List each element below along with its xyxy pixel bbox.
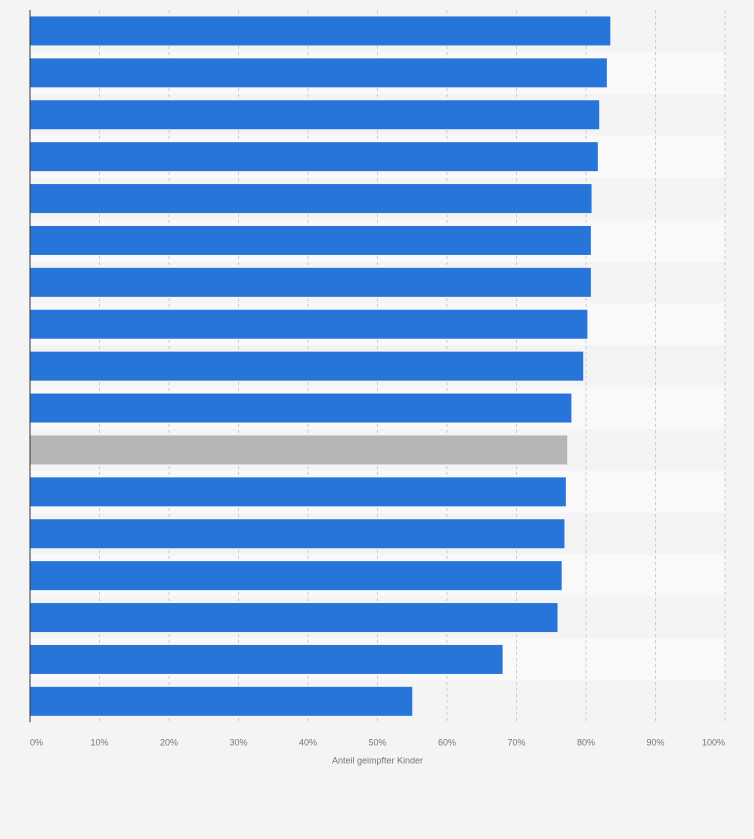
bar: [30, 477, 566, 507]
x-tick-label: 60%: [438, 737, 456, 747]
bar: [30, 58, 607, 88]
bars: [30, 16, 611, 716]
x-tick-label: 30%: [229, 737, 247, 747]
bar: [30, 184, 592, 214]
bar: [30, 100, 600, 130]
x-tick-label: 90%: [646, 737, 664, 747]
bar: [30, 603, 558, 633]
bar: [30, 225, 591, 255]
x-tick-label: 70%: [507, 737, 525, 747]
bar: [30, 142, 598, 172]
bar: [30, 351, 584, 381]
bar: [30, 393, 572, 423]
bar: [30, 16, 611, 46]
x-tick-label: 100%: [702, 737, 725, 747]
bar: [30, 561, 562, 591]
x-tick-label: 20%: [160, 737, 178, 747]
x-axis-tick-labels: 0% 10% 20% 30% 40% 50% 60% 70% 80% 90% 100%: [30, 737, 725, 747]
x-tick-label: 10%: [90, 737, 108, 747]
bar: [30, 435, 568, 465]
x-tick-label: 40%: [299, 737, 317, 747]
bar: [30, 644, 503, 674]
bar: [30, 686, 413, 716]
bar: [30, 267, 591, 297]
bar: [30, 309, 588, 339]
x-axis-title: Anteil geimpfter Kinder: [332, 755, 423, 765]
x-tick-label: 50%: [368, 737, 386, 747]
x-tick-label: 0%: [30, 737, 43, 747]
x-tick-label: 80%: [577, 737, 595, 747]
bar: [30, 519, 565, 549]
